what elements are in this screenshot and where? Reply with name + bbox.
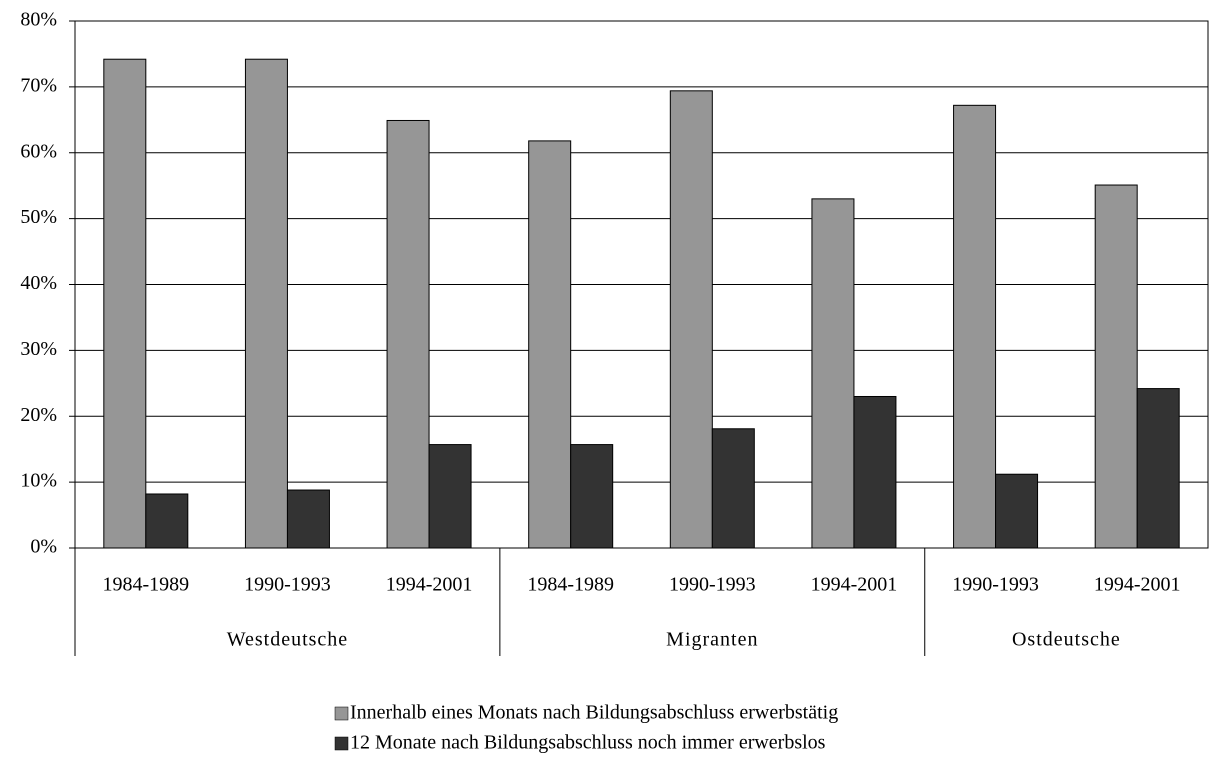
bar bbox=[570, 444, 614, 549]
y-tick-label: 0% bbox=[30, 536, 57, 558]
x-tick-label: 1994-2001 bbox=[811, 574, 898, 596]
y-tick-label: 30% bbox=[20, 338, 57, 360]
x-tick-label: 1990-1993 bbox=[244, 574, 331, 596]
y-tick-label: 70% bbox=[20, 74, 57, 96]
plot-frame bbox=[74, 20, 1209, 549]
bar bbox=[811, 198, 855, 549]
bar bbox=[286, 489, 330, 549]
x-tick-label: 1994-2001 bbox=[1094, 574, 1181, 596]
bar bbox=[145, 493, 189, 549]
bar bbox=[995, 473, 1039, 549]
bar bbox=[244, 58, 288, 549]
y-tick-label: 60% bbox=[20, 140, 57, 162]
legend-swatch bbox=[334, 706, 349, 721]
y-tick-label: 80% bbox=[20, 9, 57, 31]
group-label: Westdeutsche bbox=[227, 629, 348, 651]
x-tick-label: 1984-1989 bbox=[527, 574, 614, 596]
bar bbox=[953, 104, 997, 549]
group-label: Ostdeutsche bbox=[1012, 629, 1121, 651]
x-tick-label: 1984-1989 bbox=[102, 574, 189, 596]
y-tick-label: 20% bbox=[20, 404, 57, 426]
bar bbox=[669, 90, 713, 549]
legend-label: 12 Monate nach Bildungsabschluss noch im… bbox=[350, 732, 826, 754]
bar bbox=[711, 428, 755, 549]
bar bbox=[1094, 184, 1138, 549]
bar bbox=[386, 119, 430, 549]
y-tick-label: 50% bbox=[20, 206, 57, 228]
legend-label: Innerhalb eines Monats nach Bildungsabsc… bbox=[350, 702, 838, 724]
x-tick-label: 1990-1993 bbox=[952, 574, 1039, 596]
group-label: Migranten bbox=[666, 629, 758, 651]
bar bbox=[528, 140, 572, 549]
x-tick-label: 1990-1993 bbox=[669, 574, 756, 596]
y-tick-label: 40% bbox=[20, 272, 57, 294]
x-tick-label: 1994-2001 bbox=[386, 574, 473, 596]
legend-swatch bbox=[334, 736, 349, 751]
bar bbox=[428, 444, 472, 549]
bar bbox=[853, 395, 897, 549]
bar bbox=[1136, 388, 1180, 549]
y-tick-label: 10% bbox=[20, 470, 57, 492]
bar bbox=[103, 58, 147, 549]
